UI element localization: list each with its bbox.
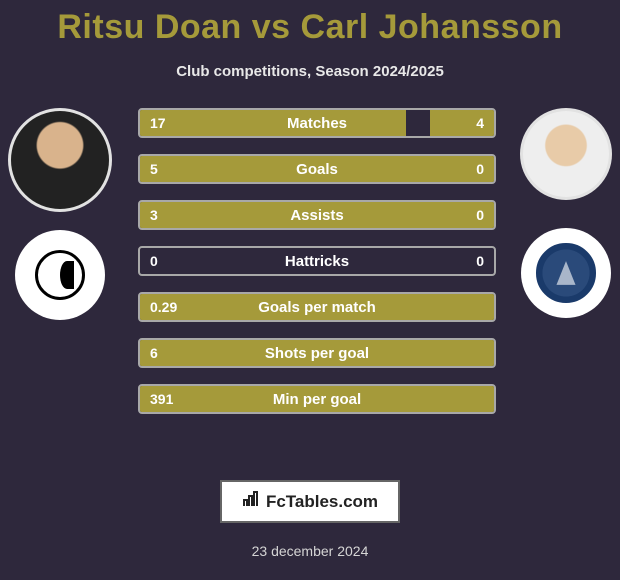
badge-text: FcTables.com [266,492,378,512]
comparison-panel: 174Matches 50Goals 30Assists 00Hattricks 0.2… [0,108,620,468]
stat-label: Min per goal [140,386,494,412]
source-badge: FcTables.com [220,480,400,523]
stat-label: Matches [140,110,494,136]
player-left-avatar [8,108,112,212]
stat-row: 30Assists [138,200,496,230]
page-title: Ritsu Doan vs Carl Johansson [0,0,620,47]
right-column [520,108,612,318]
stat-bars: 174Matches 50Goals 30Assists 00Hattricks 0.2… [138,108,496,430]
subtitle: Club competitions, Season 2024/2025 [0,63,620,80]
footer: FcTables.com [0,480,620,523]
stat-row: 0.29Goals per match [138,292,496,322]
club-right-logo [521,228,611,318]
stat-row: 6Shots per goal [138,338,496,368]
stat-label: Shots per goal [140,340,494,366]
stat-row: 391Min per goal [138,384,496,414]
stat-row: 174Matches [138,108,496,138]
player-right-avatar [520,108,612,200]
date-label: 23 december 2024 [0,543,620,559]
club-left-logo [15,230,105,320]
stat-label: Assists [140,202,494,228]
stat-label: Hattricks [140,248,494,274]
chart-icon [242,490,260,513]
stat-row: 50Goals [138,154,496,184]
stat-row: 00Hattricks [138,246,496,276]
stat-label: Goals per match [140,294,494,320]
stat-label: Goals [140,156,494,182]
left-column [8,108,112,320]
